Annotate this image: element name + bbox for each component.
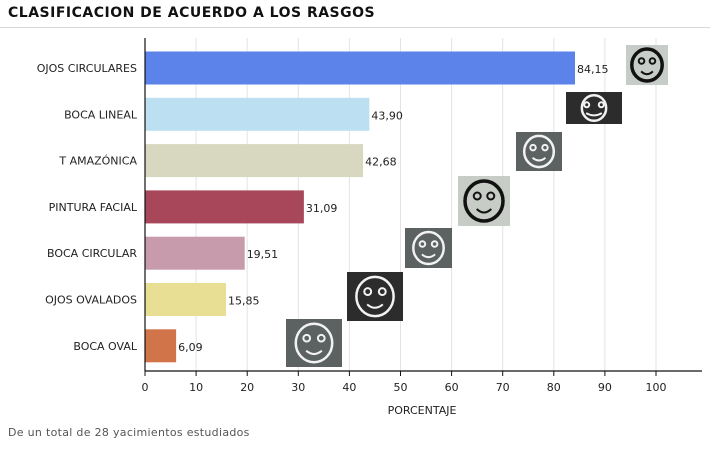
- footnote: De un total de 28 yacimientos estudiados: [8, 426, 250, 439]
- title-divider: [0, 27, 710, 28]
- x-tick-label: 100: [646, 381, 667, 394]
- x-tick-label: 10: [189, 381, 203, 394]
- value-label: 31,09: [306, 202, 338, 215]
- bar: [145, 283, 226, 316]
- value-label: 6,09: [178, 341, 203, 354]
- oval-eyes-face-thumbnail: [347, 272, 403, 321]
- x-tick-label: 90: [598, 381, 612, 394]
- bar: [145, 236, 245, 270]
- category-label: OJOS CIRCULARES: [37, 62, 137, 75]
- bar: [145, 51, 576, 85]
- x-tick-label: 60: [445, 381, 459, 394]
- value-label: 19,51: [247, 248, 279, 261]
- x-tick-label: 0: [142, 381, 149, 394]
- value-label: 42,68: [365, 156, 397, 169]
- x-axis-title: PORCENTAJE: [388, 404, 457, 417]
- category-label: T AMAZÓNICA: [58, 155, 137, 168]
- category-label: BOCA CIRCULAR: [47, 247, 137, 260]
- bar: [145, 97, 370, 131]
- mask-face-thumbnail: [458, 176, 510, 226]
- engraved-face-thumbnail: [516, 132, 562, 171]
- bar: [145, 190, 304, 224]
- x-tick-label: 80: [547, 381, 561, 394]
- chart-title: CLASIFICACION DE ACUERDO A LOS RASGOS: [8, 5, 376, 21]
- x-tick-label: 20: [240, 381, 254, 394]
- stone-face-thumbnail: [286, 319, 342, 367]
- x-tick-label: 50: [394, 381, 408, 394]
- x-tick-label: 70: [496, 381, 510, 394]
- smile-thumbnail: [566, 92, 622, 124]
- face-thumbnail: [626, 45, 668, 85]
- category-label: OJOS OVALADOS: [45, 294, 137, 307]
- bar: [145, 329, 177, 363]
- value-label: 43,90: [371, 109, 403, 122]
- category-label: BOCA LINEAL: [64, 108, 138, 121]
- bar: [145, 144, 364, 178]
- category-label: PINTURA FACIAL: [49, 201, 138, 214]
- x-tick-label: 40: [342, 381, 356, 394]
- value-label: 84,15: [577, 63, 609, 76]
- round-mouth-face-thumbnail: [405, 228, 452, 268]
- value-label: 15,85: [228, 295, 260, 308]
- category-label: BOCA OVAL: [73, 340, 138, 353]
- x-tick-label: 30: [291, 381, 305, 394]
